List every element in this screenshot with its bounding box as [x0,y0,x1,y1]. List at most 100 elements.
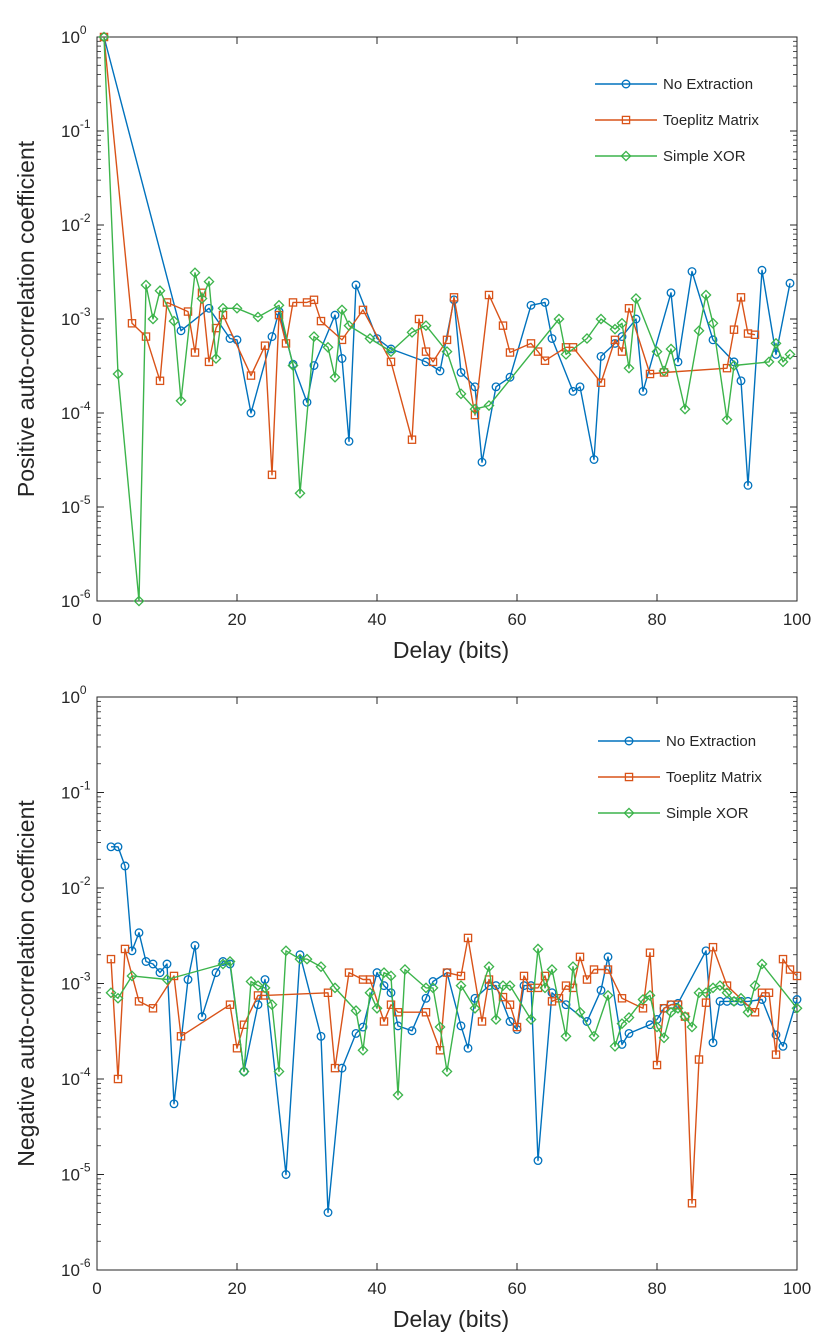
data-point [442,335,452,345]
data-point [568,386,578,396]
legend-marker-simple-xor [623,807,635,819]
data-point [533,1156,543,1165]
data-point [575,952,585,962]
data-point [785,278,795,288]
data-point [490,1013,502,1025]
data-point [736,376,746,386]
data-point [364,987,376,999]
data-point [147,313,159,325]
data-point [365,975,375,984]
y-tick-label: 10-2 [61,211,91,235]
y-tick-label: 10-1 [61,779,91,803]
data-point [644,989,656,1001]
data-point [260,341,270,350]
data-point [245,975,257,987]
data-point [287,359,299,372]
data-point [154,285,166,297]
data-point [630,293,642,305]
data-point [722,363,732,373]
data-point [477,1017,487,1026]
data-point [316,1031,326,1041]
data-point [379,981,389,991]
data-point [665,1006,677,1018]
data-point [231,302,243,314]
data-point [721,414,733,426]
data-point [609,323,621,335]
data-point [693,325,705,337]
data-point [364,332,376,345]
data-point [708,942,718,952]
data-point [155,376,165,386]
x-tick-label: 80 [648,610,667,629]
legend: No Extraction Toeplitz Matrix Simple XOR [595,76,759,165]
data-point [700,289,712,301]
y-axis-label: Negative auto-correlation coefficient [13,800,39,1167]
data-point [687,1198,697,1208]
data-point [98,31,110,43]
data-point [190,941,200,950]
series-line-toeplitz-matrix [103,36,756,476]
legend-marker-no-extraction [624,736,634,746]
data-point [224,955,236,968]
data-point [225,959,235,969]
y-tick-label: 10-6 [61,1256,91,1280]
data-point [533,347,543,356]
data-point [148,959,158,969]
data-point [392,1089,404,1101]
axes-box [96,36,798,602]
data-point [372,968,382,978]
data-point [357,1044,369,1056]
data-point [168,315,180,327]
data-point [134,997,144,1006]
data-point [441,346,453,358]
data-point [743,480,753,490]
data-point [323,988,333,998]
data-point [126,970,138,982]
data-point [771,1030,781,1040]
data-point [203,276,215,288]
x-tick-label: 20 [228,1279,247,1298]
data-point [658,365,670,377]
y-tick-label: 10-6 [61,587,91,611]
data-point [470,410,480,420]
data-point [519,971,529,981]
data-point [666,288,676,298]
series-simple-xor [105,943,803,1101]
y-tick-label: 10-3 [61,970,91,994]
data-point [322,341,334,353]
data-point [764,988,774,998]
data-point [455,388,467,400]
data-point [204,303,214,313]
data-point [217,302,229,314]
data-point [344,968,354,977]
data-point [316,316,326,326]
data-point [386,357,396,367]
data-point [469,403,481,415]
data-point [778,954,788,964]
data-point [281,339,291,348]
data-point [329,371,341,383]
data-point [267,470,277,480]
data-point [406,326,418,338]
data-point [434,1021,446,1033]
data-point [596,351,606,361]
data-point [421,993,431,1003]
data-point [623,1012,635,1024]
x-tick-label: 0 [92,610,101,629]
data-point [133,595,145,607]
data-point [512,1022,522,1032]
data-point [385,346,397,358]
data-point [637,993,649,1006]
x-axis-label: Delay (bits) [393,637,509,663]
data-point [393,1007,403,1017]
data-point [169,1099,179,1109]
data-point [652,1060,662,1070]
data-point [624,1028,634,1038]
data-point [386,988,396,998]
data-point [421,1007,431,1017]
y-axis-label: Positive auto-correlation coefficient [13,140,39,497]
data-point [183,975,193,984]
data-point [658,1032,670,1044]
data-point [267,332,277,342]
data-point [190,348,200,357]
